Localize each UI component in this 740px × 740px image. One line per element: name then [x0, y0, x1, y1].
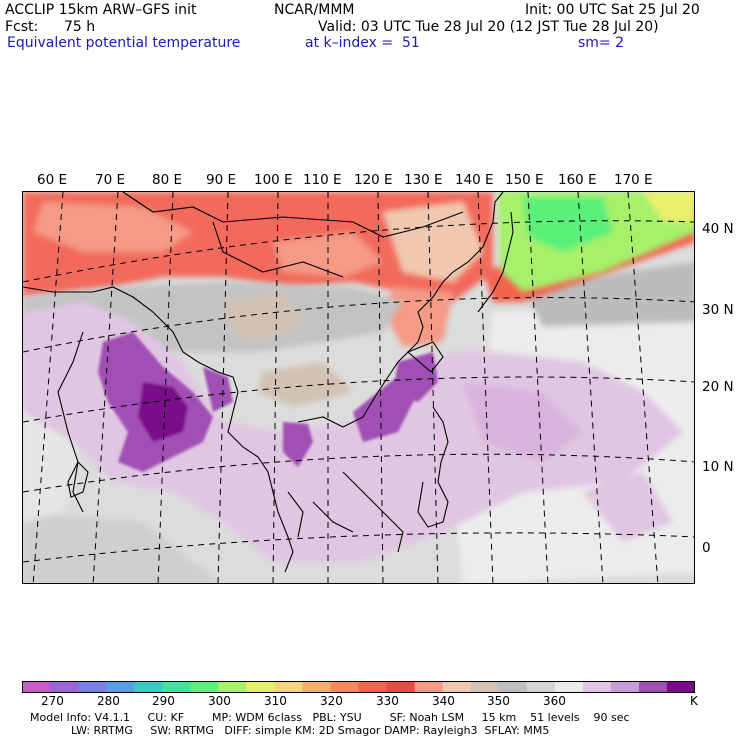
colorbar-cell — [386, 681, 416, 693]
init-time: Init: 00 UTC Sat 25 Jul 20 — [525, 2, 700, 18]
colorbar-cell — [582, 681, 612, 693]
colorbar-cell — [162, 681, 191, 693]
colorbar-cell — [442, 681, 472, 693]
colorbar-tick-330: 330 — [376, 694, 399, 708]
colorbar-tick-340: 340 — [432, 694, 455, 708]
colorbar-tick-320: 320 — [320, 694, 343, 708]
model-info-line2: LW: RRTMG SW: RRTMG DIFF: simple KM: 2D … — [71, 724, 550, 737]
lon-label-80e: 80 E — [152, 172, 182, 188]
colorbar-cell — [190, 681, 219, 693]
lon-label-120e: 120 E — [354, 172, 393, 188]
lon-label-140e: 140 E — [455, 172, 494, 188]
valid-time: Valid: 03 UTC Tue 28 Jul 20 (12 JST Tue … — [318, 19, 659, 35]
lat-label-40n: 40 N — [702, 221, 734, 237]
colorbar-cell — [638, 681, 668, 693]
lon-label-150e: 150 E — [505, 172, 544, 188]
coastlines — [23, 192, 514, 573]
colorbar-cell — [498, 681, 528, 693]
colorbar-tick-360: 360 — [543, 694, 566, 708]
model-info-line1: Model Info: V4.1.1 CU: KF MP: WDM 6class… — [30, 711, 630, 724]
colorbar-cell — [554, 681, 584, 693]
lat-label-10n: 10 N — [702, 459, 734, 475]
high-theta-e — [98, 332, 438, 472]
colorbar-cell — [106, 681, 135, 693]
colorbar-cell — [330, 681, 359, 693]
colorbar-cell — [134, 681, 163, 693]
colorbar-cell — [246, 681, 275, 693]
colorbar-tick-280: 280 — [97, 694, 120, 708]
colorbar-unit: K — [690, 694, 698, 708]
colorbar — [22, 681, 695, 693]
colorbar-cell — [414, 681, 444, 693]
theta-e-map — [22, 191, 695, 584]
lon-label-100e: 100 E — [254, 172, 293, 188]
lat-label-0: 0 — [702, 540, 711, 556]
lat-label-30n: 30 N — [702, 302, 734, 318]
colorbar-cell — [358, 681, 388, 693]
colorbar-cell — [218, 681, 247, 693]
lat-label-20n: 20 N — [702, 379, 734, 395]
colorbar-cell — [78, 681, 107, 693]
lon-label-130e: 130 E — [404, 172, 443, 188]
colorbar-cell — [274, 681, 303, 693]
colorbar-tick-300: 300 — [208, 694, 231, 708]
field-name: Equivalent potential temperature — [7, 35, 241, 51]
moist-zone — [23, 302, 683, 562]
colorbar-cells — [22, 681, 695, 693]
colorbar-cell — [666, 681, 695, 693]
colorbar-tick-270: 270 — [41, 694, 64, 708]
forecast-label: Fcst: — [5, 19, 39, 35]
graticule — [23, 192, 694, 583]
lon-label-170e: 170 E — [614, 172, 653, 188]
lon-label-70e: 70 E — [95, 172, 125, 188]
lon-label-60e: 60 E — [37, 172, 67, 188]
colorbar-tick-310: 310 — [264, 694, 287, 708]
colorbar-cell — [526, 681, 556, 693]
colorbar-tick-290: 290 — [152, 694, 175, 708]
level-index: at k–index = 51 — [305, 35, 420, 51]
colorbar-cell — [50, 681, 79, 693]
colorbar-tick-350: 350 — [487, 694, 510, 708]
cold-air-mass — [498, 192, 694, 292]
lon-label-160e: 160 E — [558, 172, 597, 188]
map-canvas — [23, 192, 694, 583]
center-label: NCAR/MMM — [274, 2, 355, 18]
forecast-hour: 75 h — [64, 19, 96, 35]
lon-label-110e: 110 E — [303, 172, 342, 188]
lon-label-90e: 90 E — [206, 172, 236, 188]
colorbar-cell — [470, 681, 500, 693]
colorbar-cell — [22, 681, 51, 693]
smoothing-label: sm= 2 — [578, 35, 625, 51]
model-title: ACCLIP 15km ARW–GFS init — [5, 2, 197, 18]
colorbar-cell — [302, 681, 331, 693]
colorbar-cell — [610, 681, 640, 693]
colorbar-border — [22, 681, 695, 693]
